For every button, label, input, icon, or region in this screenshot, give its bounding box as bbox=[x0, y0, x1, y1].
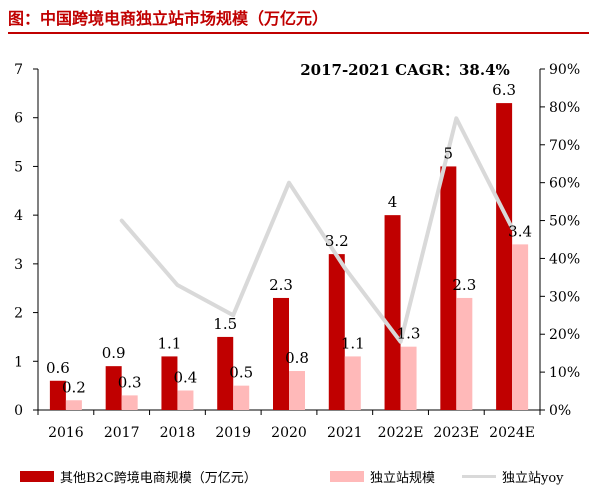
legend-label-yoy: 独立站yoy bbox=[502, 471, 564, 486]
data-label-b2c: 0.6 bbox=[46, 359, 70, 377]
legend-item-standalone: 独立站规模 bbox=[330, 467, 435, 486]
bar-standalone bbox=[512, 244, 529, 410]
yoy-series-line bbox=[119, 116, 515, 344]
x-axis-tick-label: 2016 bbox=[48, 425, 84, 441]
data-label-b2c: 6.3 bbox=[492, 81, 516, 99]
legend-item-b2c: 其他B2C跨境电商规模（万亿元） bbox=[20, 467, 257, 486]
legend-swatch-yoy bbox=[462, 475, 496, 478]
title-divider bbox=[8, 32, 589, 34]
bar-b2c bbox=[161, 356, 178, 410]
left-axis-tick-label: 7 bbox=[14, 62, 23, 78]
data-label-standalone: 2.3 bbox=[452, 276, 476, 294]
data-label-b2c: 0.9 bbox=[102, 344, 126, 362]
left-axis-tick-label: 6 bbox=[14, 111, 23, 127]
right-axis-tick-label: 80% bbox=[549, 100, 580, 116]
bar-standalone bbox=[177, 390, 194, 410]
chart-legend: 其他B2C跨境电商规模（万亿元） 独立站规模 独立站yoy bbox=[0, 467, 597, 491]
left-axis-tick-label: 0 bbox=[14, 403, 23, 419]
right-axis-tick-label: 40% bbox=[549, 251, 580, 267]
data-label-standalone: 0.5 bbox=[229, 364, 253, 382]
bar-b2c bbox=[496, 103, 513, 410]
bar-b2c bbox=[217, 336, 234, 410]
x-axis-tick-label: 2018 bbox=[160, 425, 196, 441]
x-axis-tick-label: 2017 bbox=[104, 425, 140, 441]
data-label-standalone: 0.2 bbox=[62, 378, 86, 396]
bar-standalone bbox=[400, 346, 417, 410]
data-label-standalone: 0.3 bbox=[118, 373, 142, 391]
right-axis-tick-label: 20% bbox=[549, 327, 580, 343]
x-axis-tick-label: 2020 bbox=[271, 425, 307, 441]
bar-standalone bbox=[233, 385, 250, 410]
x-axis-tick-label: 2024E bbox=[489, 425, 535, 441]
right-axis-tick-label: 0% bbox=[549, 403, 571, 419]
right-axis-tick-label: 50% bbox=[549, 214, 580, 230]
left-axis-tick-label: 5 bbox=[14, 159, 23, 175]
bar-b2c bbox=[384, 215, 401, 410]
x-axis-tick-label: 2023E bbox=[433, 425, 479, 441]
right-axis-tick-label: 70% bbox=[549, 138, 580, 154]
bar-b2c bbox=[328, 254, 345, 410]
data-label-standalone: 0.4 bbox=[174, 369, 198, 387]
x-axis-tick-label: 2019 bbox=[215, 425, 251, 441]
x-axis-tick-label: 2022E bbox=[378, 425, 424, 441]
data-label-standalone: 1.3 bbox=[397, 325, 421, 343]
data-label-standalone: 3.4 bbox=[508, 222, 532, 240]
data-label-b2c: 2.3 bbox=[269, 276, 293, 294]
chart-data-labels: 0.60.2 0.9 0.3 1.1 0.4 1.5 0.5 2.3 0.8 3.2 1.1 4 1.3… bbox=[46, 81, 532, 396]
right-axis-tick-label: 30% bbox=[549, 289, 580, 305]
data-label-b2c: 1.1 bbox=[158, 334, 182, 352]
bar-standalone bbox=[344, 356, 361, 410]
legend-label-b2c: 其他B2C跨境电商规模（万亿元） bbox=[60, 471, 257, 486]
left-axis-tick-label: 3 bbox=[14, 257, 23, 273]
chart-yoy-line bbox=[119, 116, 515, 344]
chart-bars bbox=[49, 103, 529, 410]
bar-b2c bbox=[273, 297, 289, 410]
bar-standalone bbox=[121, 395, 138, 410]
right-axis-tick-label: 60% bbox=[549, 176, 580, 192]
bar-b2c bbox=[440, 166, 457, 410]
bar-standalone bbox=[456, 297, 473, 410]
legend-swatch-standalone bbox=[330, 471, 364, 482]
data-label-b2c: 1.5 bbox=[213, 315, 237, 333]
data-label-b2c: 5 bbox=[444, 144, 454, 162]
cagr-annotation: 2017-2021 CAGR：38.4% bbox=[300, 61, 510, 79]
data-label-b2c: 3.2 bbox=[325, 232, 349, 250]
left-axis-tick-label: 4 bbox=[14, 208, 23, 224]
bar-b2c bbox=[105, 366, 122, 410]
right-axis-tick-label: 90% bbox=[549, 62, 580, 78]
left-axis-tick-label: 1 bbox=[14, 354, 23, 370]
right-axis-tick-label: 10% bbox=[549, 365, 580, 381]
legend-item-yoy: 独立站yoy bbox=[462, 467, 564, 486]
legend-swatch-b2c bbox=[20, 471, 54, 482]
data-label-standalone: 0.8 bbox=[285, 349, 309, 367]
left-axis-tick-label: 2 bbox=[14, 306, 23, 322]
legend-label-standalone: 独立站规模 bbox=[370, 471, 436, 486]
x-axis-tick-label: 2021 bbox=[327, 425, 363, 441]
data-label-standalone: 1.1 bbox=[341, 334, 365, 352]
bar-standalone bbox=[65, 400, 82, 410]
chart-tick-labels: 012345670%10%20%30%40%50%60%70%80%90%201… bbox=[14, 62, 580, 441]
data-label-b2c: 4 bbox=[388, 193, 398, 211]
chart-canvas: 012345670%10%20%30%40%50%60%70%80%90%201… bbox=[14, 61, 580, 441]
bar-b2c bbox=[49, 380, 66, 410]
bar-standalone bbox=[289, 371, 305, 410]
chart-title: 图：中国跨境电商独立站市场规模（万亿元） bbox=[8, 9, 329, 28]
